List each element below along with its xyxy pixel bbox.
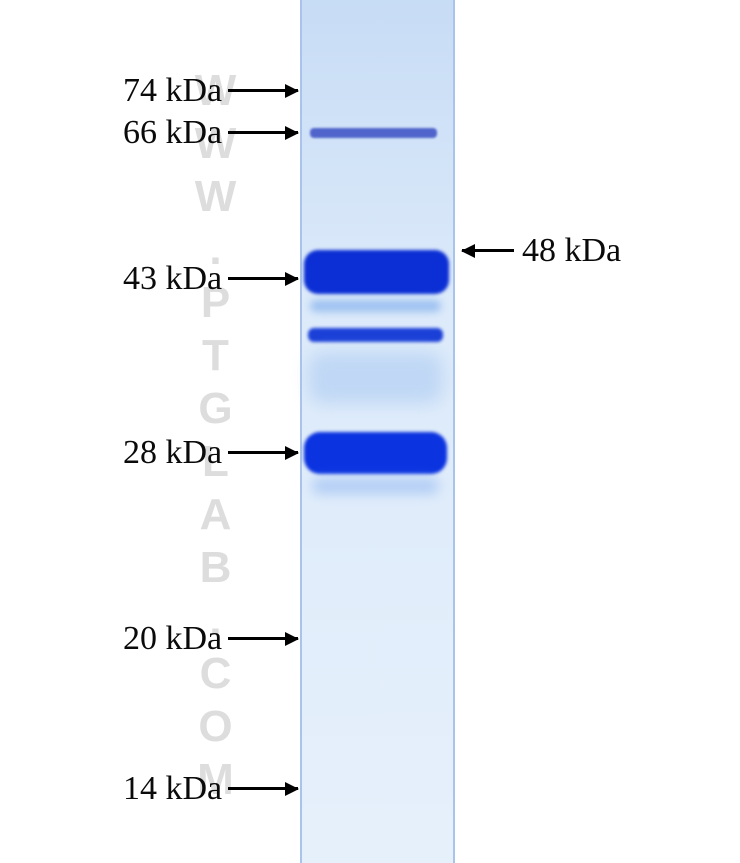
ladder-label-text: 14 kDa — [123, 770, 222, 808]
arrow-right-icon — [228, 277, 298, 280]
ladder-label: 66 kDa — [123, 114, 298, 152]
band-28 — [304, 432, 447, 474]
arrow-right-icon — [228, 637, 298, 640]
target-label: 48 kDa — [462, 232, 621, 270]
ladder-label-text: 66 kDa — [123, 114, 222, 152]
ladder-label: 14 kDa — [123, 770, 298, 808]
arrow-right-icon — [228, 89, 298, 92]
ladder-label-text: 20 kDa — [123, 620, 222, 658]
band-48-main — [304, 250, 449, 294]
ladder-label-text: 43 kDa — [123, 260, 222, 298]
band-43-halo — [310, 300, 441, 312]
ladder-label-text: 28 kDa — [123, 434, 222, 472]
gel-figure: WWW.PTGLAB.COM 74 kDa66 kDa43 kDa28 kDa2… — [0, 0, 740, 863]
arrow-right-icon — [228, 451, 298, 454]
target-label-text: 48 kDa — [522, 232, 621, 270]
band-28-tail — [312, 478, 439, 494]
arrow-left-icon — [462, 249, 514, 252]
band-66 — [310, 128, 437, 138]
lane-edge-left — [300, 0, 302, 863]
arrow-right-icon — [228, 787, 298, 790]
ladder-label-text: 74 kDa — [123, 72, 222, 110]
lane-edge-right — [453, 0, 455, 863]
smear-34 — [308, 352, 443, 404]
gel-lane — [300, 0, 455, 863]
ladder-label: 74 kDa — [123, 72, 298, 110]
ladder-label: 28 kDa — [123, 434, 298, 472]
ladder-label: 43 kDa — [123, 260, 298, 298]
ladder-label: 20 kDa — [123, 620, 298, 658]
arrow-right-icon — [228, 131, 298, 134]
band-38 — [308, 328, 443, 342]
